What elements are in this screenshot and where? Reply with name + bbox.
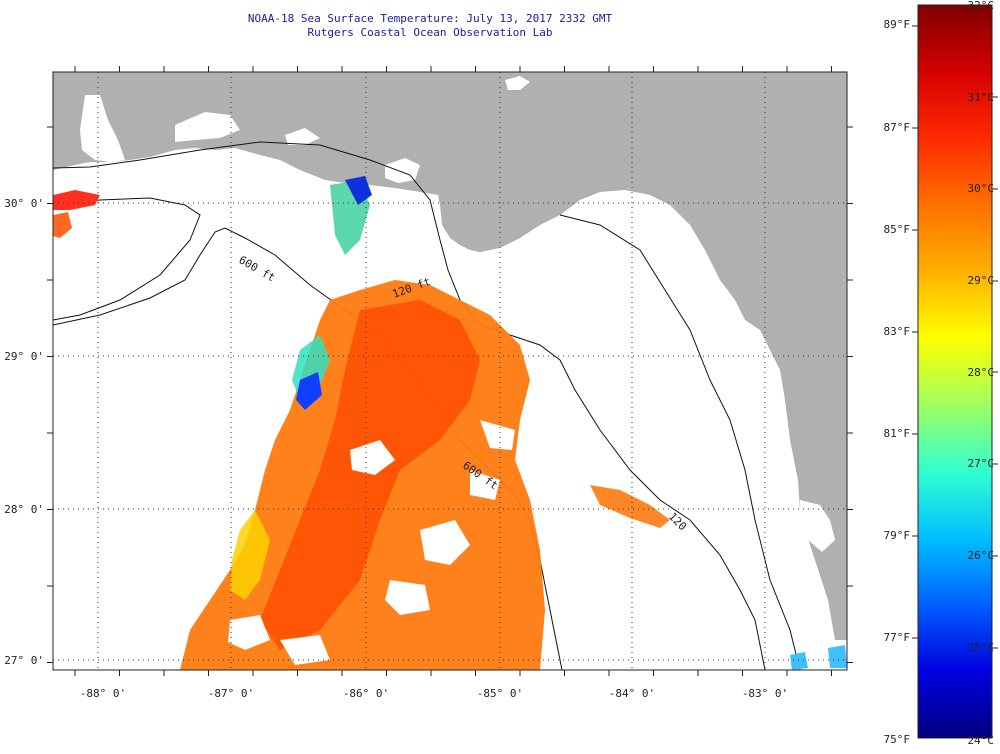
sst-patch-se: [790, 645, 847, 670]
lon-label: -86° 0': [343, 687, 389, 700]
lon-label: -84° 0': [609, 687, 655, 700]
colorbar-f-label: 89°F: [884, 18, 911, 31]
isobath-outer: [53, 197, 201, 321]
colorbar-f-label: 81°F: [884, 427, 911, 440]
colorbar-c-label: 30°C: [968, 182, 995, 195]
sst-patch-north-blue: [345, 176, 372, 205]
colorbar-c-label: 32°C: [968, 0, 995, 12]
lat-label: 29° 0': [4, 350, 44, 363]
sst-patch-warm: [260, 300, 480, 650]
cloud-gap: [420, 520, 470, 565]
colorbar-c-label: 31°C: [968, 91, 995, 104]
sst-patch-coast: [590, 485, 670, 528]
colorbar-c-label: 27°C: [968, 457, 995, 470]
bay-white: [800, 500, 835, 552]
bay-white: [175, 112, 240, 142]
colorbar-c-label: 25°C: [968, 641, 995, 654]
colorbar-f-label: 79°F: [884, 529, 911, 542]
colorbar-f-label: 85°F: [884, 223, 911, 236]
colorbar-c-label: 24°C: [968, 734, 995, 747]
colorbar-ticks: [912, 25, 998, 649]
isobath-east: [559, 214, 801, 670]
cloud-gap: [470, 470, 500, 500]
lon-label: -88° 0': [80, 687, 126, 700]
sst-patch-west-2: [53, 212, 72, 238]
tick-marks: [47, 66, 853, 676]
colorbar-c-label: 28°C: [968, 366, 995, 379]
bay-white: [80, 95, 125, 162]
sst-patch-west: [53, 190, 100, 210]
lat-label: 28° 0': [4, 503, 44, 516]
colorbar: [917, 4, 993, 739]
cloud-gap: [228, 615, 270, 650]
lat-label: 30° 0': [4, 197, 44, 210]
colorbar-f-label: 75°F: [884, 733, 911, 746]
lon-label: -87° 0': [208, 687, 254, 700]
colorbar-c-label: 29°C: [968, 274, 995, 287]
lon-label: -85° 0': [477, 687, 523, 700]
lon-label: -83° 0': [742, 687, 788, 700]
map-subtitle: Rutgers Coastal Ocean Observation Lab: [307, 26, 553, 39]
bay-white: [505, 76, 530, 90]
bay-white: [285, 128, 320, 145]
colorbar-f-label: 83°F: [884, 325, 911, 338]
cloud-gap: [350, 440, 395, 475]
cloud-gap: [385, 580, 430, 615]
sst-patch-yellow: [230, 510, 270, 600]
sst-patch-blue: [296, 372, 322, 410]
cloud-gap: [480, 420, 515, 450]
colorbar-f-label: 87°F: [884, 121, 911, 134]
map-frame: [52, 71, 848, 671]
colorbar-f-label: 77°F: [884, 631, 911, 644]
lat-label: 27° 0': [4, 654, 44, 667]
map-title: NOAA-18 Sea Surface Temperature: July 13…: [247, 12, 613, 25]
cloud-gap: [280, 635, 330, 665]
land-mass: [53, 72, 847, 640]
colorbar-c-label: 26°C: [968, 549, 995, 562]
